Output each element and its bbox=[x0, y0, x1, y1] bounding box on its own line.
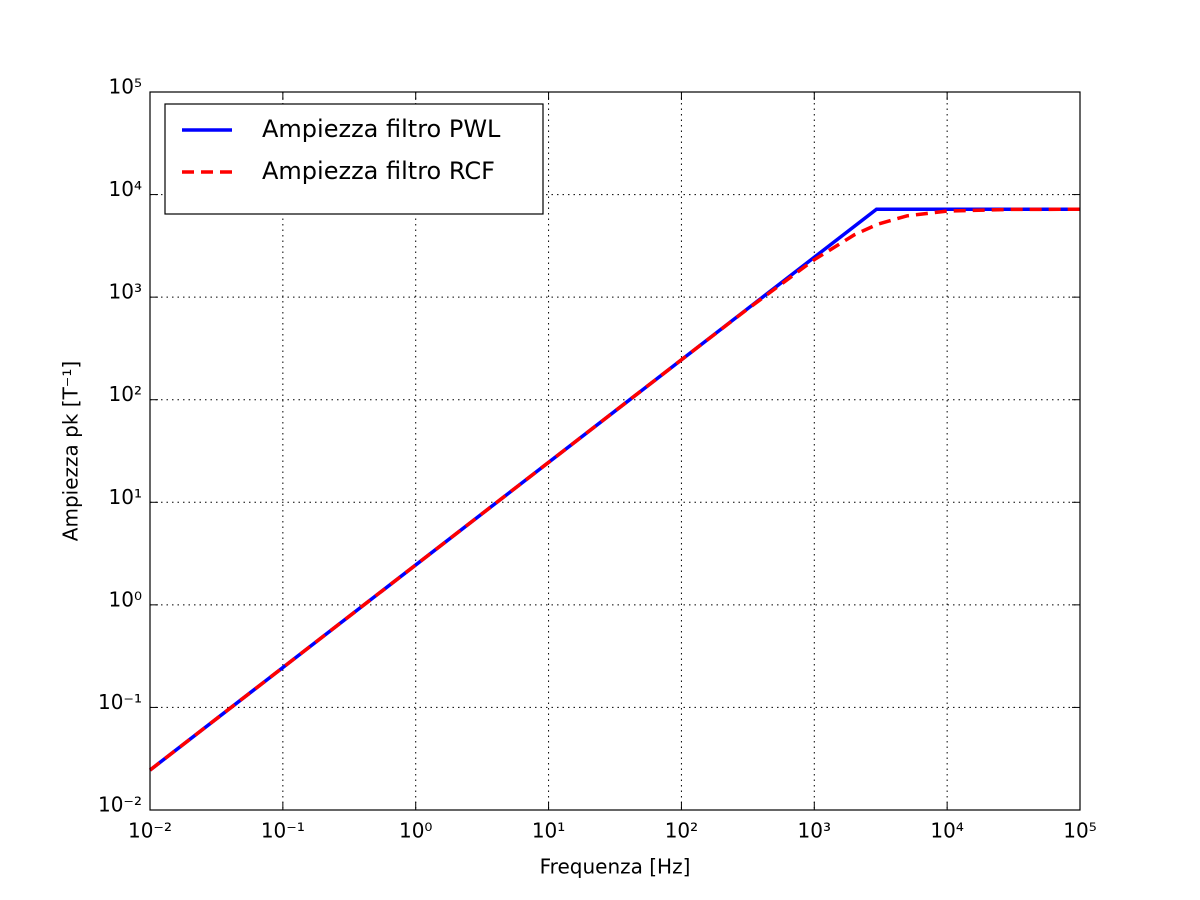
y-tick-label: 10² bbox=[109, 382, 142, 406]
legend-label: Ampiezza filtro RCF bbox=[262, 157, 495, 185]
series-line bbox=[148, 207, 1081, 772]
x-tick-label: 10⁻¹ bbox=[261, 819, 305, 843]
x-tick-label: 10⁻² bbox=[128, 819, 172, 843]
y-tick-label: 10⁰ bbox=[109, 587, 142, 611]
x-tick-label: 10⁵ bbox=[1063, 819, 1096, 843]
x-tick-label: 10² bbox=[665, 819, 698, 843]
x-tick-label: 10³ bbox=[798, 819, 831, 843]
x-tick-label: 10⁴ bbox=[930, 819, 963, 843]
legend-label: Ampiezza filtro PWL bbox=[262, 115, 501, 143]
legend-box bbox=[164, 103, 544, 215]
y-tick-label: 10⁻² bbox=[98, 793, 142, 817]
y-tick-label: 10³ bbox=[109, 280, 142, 304]
y-tick-label: 10⁵ bbox=[109, 75, 142, 99]
x-axis-label: Frequenza [Hz] bbox=[540, 855, 691, 879]
y-tick-label: 10⁴ bbox=[109, 177, 142, 201]
y-axis-label: Ampiezza pk [T⁻¹] bbox=[59, 361, 83, 541]
plot-frame bbox=[149, 91, 1081, 811]
y-tick-label: 10¹ bbox=[109, 485, 142, 509]
y-tick-label: 10⁻¹ bbox=[98, 690, 142, 714]
x-tick-label: 10⁰ bbox=[399, 819, 432, 843]
x-tick-label: 10¹ bbox=[532, 819, 565, 843]
